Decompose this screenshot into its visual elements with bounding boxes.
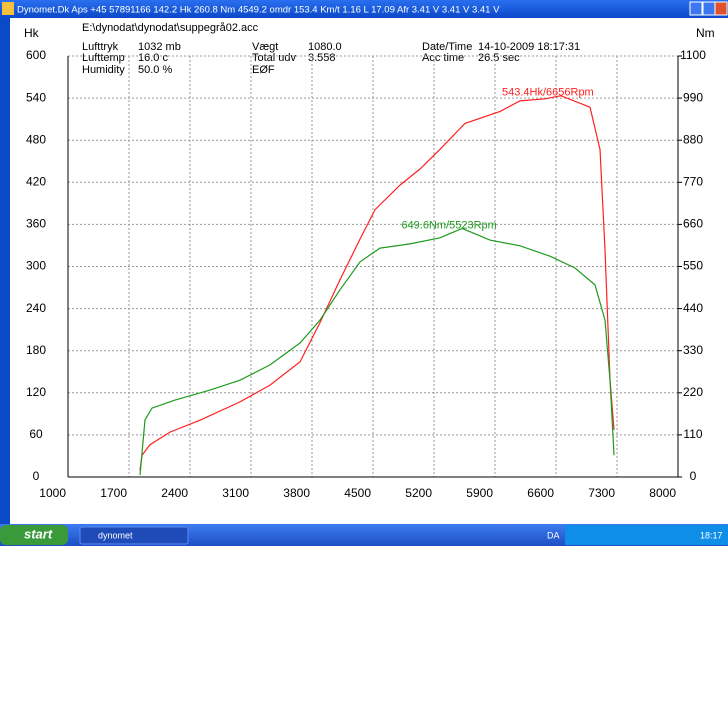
start-button[interactable] (0, 525, 68, 545)
title-bar (0, 0, 728, 18)
annotation: 543.4Hk/6656Rpm (502, 87, 594, 99)
tray (565, 525, 728, 545)
info-label: Lufttryk (82, 41, 119, 53)
y2-tick-label: 990 (683, 90, 703, 104)
app-icon (2, 2, 14, 15)
info-value: 1032 mb (138, 41, 181, 53)
y2-tick-label: 440 (683, 301, 703, 315)
info-value: 50.0 % (138, 64, 172, 76)
info-label: Acc time (422, 52, 464, 64)
info-label: Lufttemp (82, 52, 125, 64)
y-tick-label: 180 (26, 343, 46, 357)
y-tick-label: 60 (29, 427, 43, 441)
start-label: start (24, 526, 53, 541)
info-value: 16.0 c (138, 52, 168, 64)
annotation: 649.6Nm/5523Rpm (401, 219, 496, 231)
window-title: Dynomet.Dk Aps +45 57891166 142.2 Hk 260… (17, 5, 500, 16)
y2-tick-label: 880 (683, 132, 703, 146)
y2-tick-label: 1100 (680, 48, 706, 62)
x-tick-label: 2400 (161, 486, 188, 500)
y-tick-label: 540 (26, 90, 46, 104)
x-tick-label: 1000 (39, 486, 66, 500)
y2-tick-label: 0 (690, 469, 697, 483)
series-line (139, 227, 615, 476)
info-label: Date/Time (422, 41, 472, 53)
clock: 18:17 (700, 530, 723, 540)
y-tick-label: 300 (26, 259, 46, 273)
y2-tick-label: 220 (683, 385, 703, 399)
x-tick-label: 3100 (222, 486, 249, 500)
x-tick-label: 5200 (405, 486, 432, 500)
series-line (139, 95, 615, 471)
y-tick-label: 480 (26, 132, 46, 146)
x-tick-label: 3800 (283, 486, 310, 500)
y2-tick-label: 110 (683, 427, 702, 441)
info-value: 1080.0 (308, 41, 342, 53)
info-value: 26.5 sec (478, 52, 520, 64)
y-tick-label: 420 (26, 174, 46, 188)
y2-tick-label: 550 (683, 259, 703, 273)
info-label: Vægt (252, 41, 278, 53)
info-label: Total udv (252, 52, 297, 64)
y-tick-label: 600 (26, 48, 46, 62)
x-tick-label: 6600 (527, 486, 554, 500)
y-tick-label: 120 (26, 385, 46, 399)
maximize-button[interactable] (702, 1, 716, 16)
task-button[interactable] (79, 526, 189, 545)
y2-axis-label: Nm (696, 26, 715, 40)
x-tick-label: 4500 (344, 486, 371, 500)
language: DA (547, 530, 560, 540)
x-tick-label: 8000 (649, 486, 676, 500)
minimize-button[interactable] (689, 1, 703, 16)
task-label: dynomet (98, 530, 133, 540)
close-button[interactable] (714, 1, 728, 16)
x-tick-label: 1700 (100, 486, 127, 500)
info-label: Humidity (82, 64, 125, 76)
y-tick-label: 240 (26, 301, 46, 315)
x-tick-label: 7300 (588, 486, 615, 500)
chart: E:\dynodat\dynodat\suppegrå02.acc Lufttry… (24, 22, 715, 500)
y2-tick-label: 330 (683, 343, 703, 357)
window-border (0, 18, 10, 525)
y2-tick-label: 770 (683, 174, 703, 188)
info-value: 14-10-2009 18:17:31 (478, 41, 580, 53)
file-path: E:\dynodat\dynodat\suppegrå02.acc (82, 22, 259, 34)
y-tick-label: 360 (26, 217, 46, 231)
info-label: EØF (252, 64, 275, 76)
y-axis-label: Hk (24, 26, 40, 40)
y-tick-label: 0 (33, 469, 40, 483)
info-value: 3.558 (308, 52, 336, 64)
x-tick-label: 5900 (466, 486, 493, 500)
y2-tick-label: 660 (683, 217, 703, 231)
